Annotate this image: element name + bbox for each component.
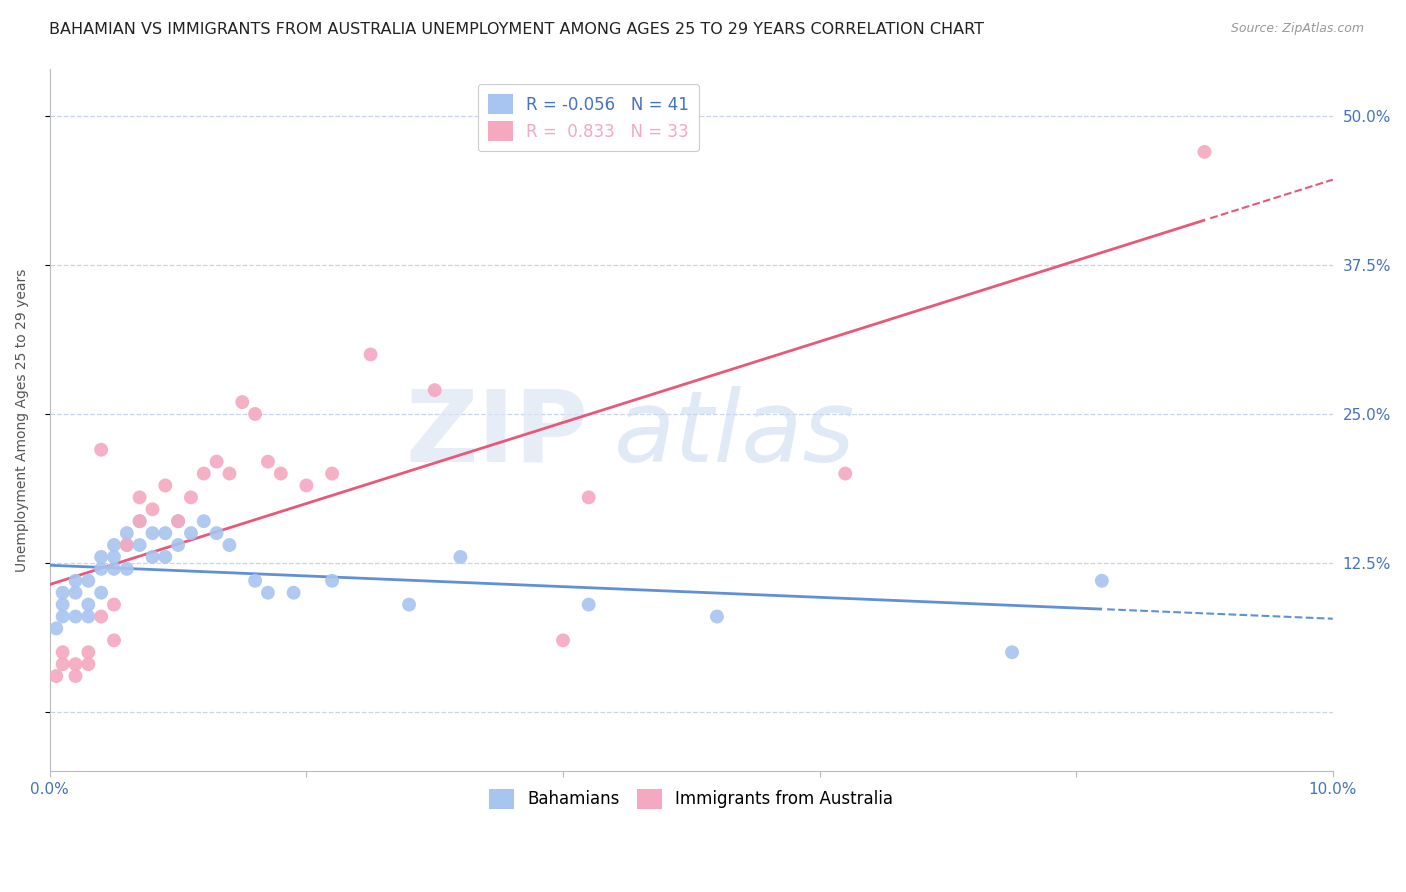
Point: [52, 609, 75, 624]
Point: [283, 585, 305, 599]
Point: [77, 574, 100, 588]
Point: [423, 383, 446, 397]
Point: [90, 585, 112, 599]
Point: [77, 645, 100, 659]
Point: [1001, 645, 1024, 659]
Point: [155, 478, 177, 492]
Point: [398, 598, 420, 612]
Point: [65, 585, 87, 599]
Point: [167, 514, 190, 528]
Text: Source: ZipAtlas.com: Source: ZipAtlas.com: [1230, 22, 1364, 36]
Point: [115, 538, 138, 552]
Point: [706, 609, 728, 624]
Point: [45, 622, 67, 636]
Point: [180, 491, 202, 505]
Point: [77, 609, 100, 624]
Point: [360, 347, 382, 361]
Point: [65, 609, 87, 624]
Point: [90, 609, 112, 624]
Point: [270, 467, 292, 481]
Point: [180, 526, 202, 541]
Point: [90, 549, 112, 564]
Point: [243, 407, 266, 421]
Point: [257, 455, 280, 469]
Legend: Bahamians, Immigrants from Australia: Bahamians, Immigrants from Australia: [482, 782, 900, 816]
Point: [52, 598, 75, 612]
Point: [578, 598, 600, 612]
Point: [103, 562, 125, 576]
Point: [155, 526, 177, 541]
Point: [52, 657, 75, 672]
Point: [141, 526, 163, 541]
Text: atlas: atlas: [614, 385, 856, 483]
Point: [231, 395, 253, 409]
Point: [115, 538, 138, 552]
Point: [65, 657, 87, 672]
Point: [205, 455, 228, 469]
Text: ZIP: ZIP: [406, 385, 589, 483]
Point: [193, 467, 215, 481]
Point: [141, 502, 163, 516]
Point: [65, 574, 87, 588]
Point: [155, 549, 177, 564]
Point: [128, 514, 150, 528]
Point: [218, 467, 240, 481]
Point: [77, 598, 100, 612]
Point: [449, 549, 471, 564]
Point: [205, 526, 228, 541]
Point: [77, 657, 100, 672]
Point: [321, 574, 343, 588]
Point: [128, 538, 150, 552]
Point: [257, 585, 280, 599]
Point: [551, 633, 574, 648]
Point: [128, 491, 150, 505]
Point: [295, 478, 318, 492]
Point: [141, 549, 163, 564]
Point: [321, 467, 343, 481]
Point: [103, 598, 125, 612]
Point: [103, 633, 125, 648]
Point: [52, 645, 75, 659]
Point: [65, 669, 87, 683]
Point: [128, 514, 150, 528]
Point: [115, 562, 138, 576]
Point: [52, 585, 75, 599]
Point: [1194, 145, 1216, 159]
Text: BAHAMIAN VS IMMIGRANTS FROM AUSTRALIA UNEMPLOYMENT AMONG AGES 25 TO 29 YEARS COR: BAHAMIAN VS IMMIGRANTS FROM AUSTRALIA UN…: [49, 22, 984, 37]
Point: [115, 526, 138, 541]
Point: [193, 514, 215, 528]
Point: [218, 538, 240, 552]
Point: [103, 538, 125, 552]
Point: [167, 538, 190, 552]
Y-axis label: Unemployment Among Ages 25 to 29 years: Unemployment Among Ages 25 to 29 years: [15, 268, 30, 572]
Point: [1091, 574, 1114, 588]
Point: [834, 467, 856, 481]
Point: [45, 669, 67, 683]
Point: [103, 549, 125, 564]
Point: [90, 442, 112, 457]
Point: [167, 514, 190, 528]
Point: [243, 574, 266, 588]
Point: [90, 562, 112, 576]
Point: [578, 491, 600, 505]
